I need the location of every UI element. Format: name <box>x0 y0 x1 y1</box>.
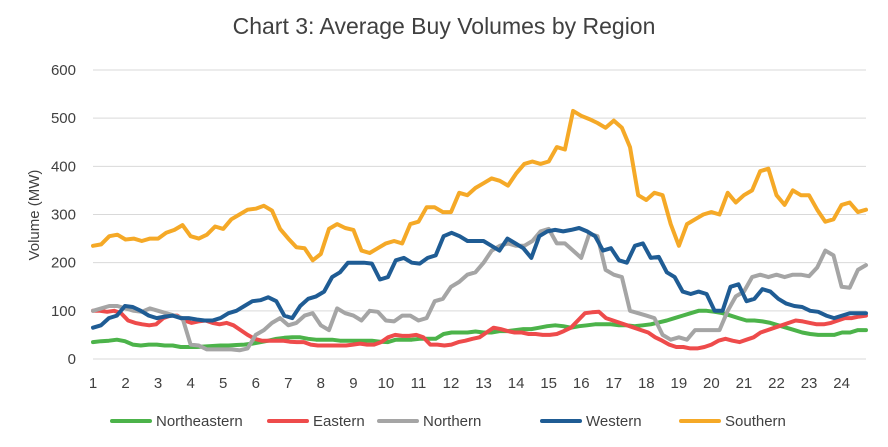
x-tick-label: 11 <box>411 375 427 392</box>
y-axis-ticks: 0 100 200 300 400 500 600 <box>51 62 76 368</box>
gridlines <box>93 69 866 360</box>
x-tick-label: 9 <box>349 375 357 392</box>
y-tick-label: 500 <box>51 110 76 127</box>
x-tick-label: 1 <box>89 375 97 392</box>
legend-label-eastern: Eastern <box>313 413 365 430</box>
x-tick-label: 4 <box>186 375 194 392</box>
x-tick-label: 16 <box>573 375 590 392</box>
series-line-western <box>91 226 868 330</box>
series-line-eastern <box>91 308 868 351</box>
legend: Northeastern Eastern Northern Western Southe… <box>110 413 786 430</box>
x-tick-label: 17 <box>605 375 622 392</box>
legend-label-northeastern: Northeastern <box>156 413 243 430</box>
x-tick-label: 2 <box>121 375 129 392</box>
x-tick-label: 21 <box>736 375 753 392</box>
y-tick-label: 300 <box>51 207 76 224</box>
y-tick-label: 100 <box>51 303 76 320</box>
y-tick-label: 400 <box>51 158 76 175</box>
y-tick-label: 600 <box>51 62 76 79</box>
legend-label-southern: Southern <box>725 413 786 430</box>
x-tick-label: 6 <box>252 375 260 392</box>
legend-label-western: Western <box>586 413 642 430</box>
x-tick-label: 7 <box>284 375 292 392</box>
x-tick-label: 14 <box>508 375 525 392</box>
x-tick-label: 13 <box>475 375 492 392</box>
y-tick-label: 0 <box>68 351 76 368</box>
x-tick-label: 8 <box>317 375 325 392</box>
x-tick-label: 22 <box>768 375 785 392</box>
y-axis-title: Volume (MW) <box>26 170 43 261</box>
x-axis-ticks: 1 2 3 4 5 6 7 8 9 10 11 12 13 14 15 16 17 18 19 20 21 22 23 24 <box>89 375 850 392</box>
legend-label-northern: Northern <box>423 413 481 430</box>
series-line-northeastern <box>91 308 868 349</box>
series-line-southern <box>91 108 868 263</box>
x-tick-label: 23 <box>801 375 818 392</box>
series-line-northern <box>91 226 868 353</box>
x-tick-label: 3 <box>154 375 162 392</box>
chart-title: Chart 3: Average Buy Volumes by Region <box>233 13 656 39</box>
x-tick-label: 12 <box>443 375 460 392</box>
x-tick-label: 24 <box>833 375 850 392</box>
x-tick-label: 10 <box>378 375 395 392</box>
x-tick-label: 18 <box>638 375 655 392</box>
x-tick-label: 15 <box>540 375 557 392</box>
y-tick-label: 200 <box>51 255 76 272</box>
x-tick-label: 20 <box>703 375 720 392</box>
series-lines <box>91 108 868 353</box>
x-tick-label: 19 <box>671 375 688 392</box>
x-tick-label: 5 <box>219 375 227 392</box>
